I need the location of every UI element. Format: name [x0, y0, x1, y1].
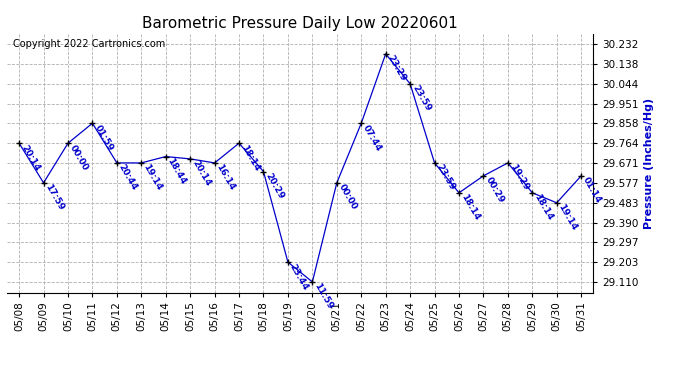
Text: 19:29: 19:29 [508, 163, 530, 192]
Text: 18:44: 18:44 [166, 156, 188, 186]
Text: 00:00: 00:00 [337, 183, 359, 212]
Text: 19:14: 19:14 [141, 163, 164, 192]
Text: 23:59: 23:59 [410, 84, 433, 113]
Text: 07:44: 07:44 [362, 123, 384, 153]
Text: 00:29: 00:29 [484, 176, 506, 205]
Text: 01:14: 01:14 [581, 176, 603, 205]
Text: 01:59: 01:59 [92, 123, 115, 153]
Text: 00:00: 00:00 [68, 143, 90, 172]
Text: 18:14: 18:14 [239, 143, 262, 172]
Text: 20:14: 20:14 [190, 159, 213, 188]
Text: 19:14: 19:14 [557, 203, 579, 232]
Text: 18:14: 18:14 [459, 193, 481, 222]
Text: 17:59: 17:59 [43, 183, 66, 212]
Text: 16:14: 16:14 [215, 163, 237, 192]
Title: Barometric Pressure Daily Low 20220601: Barometric Pressure Daily Low 20220601 [142, 16, 458, 31]
Text: 23:44: 23:44 [288, 262, 310, 292]
Text: 20:14: 20:14 [19, 143, 41, 172]
Text: 11:59: 11:59 [313, 282, 335, 311]
Text: 23:29: 23:29 [386, 54, 408, 83]
Text: 20:44: 20:44 [117, 163, 139, 192]
Y-axis label: Pressure (Inches/Hg): Pressure (Inches/Hg) [644, 98, 655, 229]
Text: Copyright 2022 Cartronics.com: Copyright 2022 Cartronics.com [13, 39, 165, 49]
Text: 20:29: 20:29 [264, 172, 286, 201]
Text: 23:59: 23:59 [435, 163, 457, 192]
Text: 18:14: 18:14 [532, 193, 555, 222]
